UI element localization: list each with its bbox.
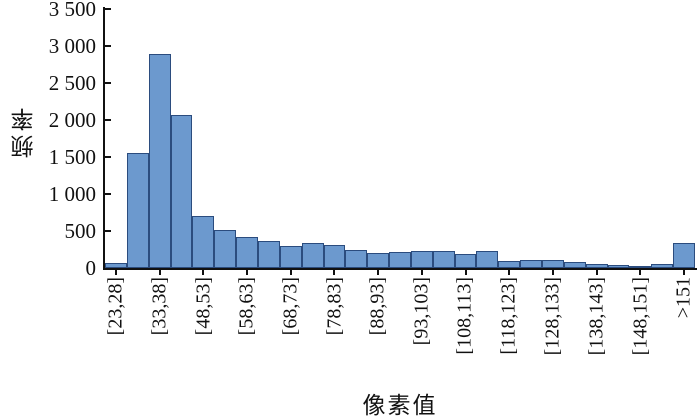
bar [170,114,193,269]
y-tick [105,155,111,158]
x-tick-label: [78,83] [322,277,345,336]
y-tick [105,192,111,195]
y-tick [105,81,111,84]
x-tick [420,269,423,275]
y-axis-line [103,7,105,270]
x-tick [289,269,292,275]
bar [585,264,608,269]
bar [345,250,368,269]
x-tick [595,269,598,275]
bar [629,265,652,269]
x-tick-label: [33,38] [148,277,171,336]
y-tick [105,229,111,232]
x-tick-label: [108,113] [454,277,477,355]
y-tick-label: 0 [85,255,97,280]
bar [279,246,302,269]
bar [563,261,586,269]
x-tick [114,269,117,275]
bar [454,253,477,269]
x-tick-label: >151 [672,277,695,319]
x-tick-label: [148,151] [628,277,651,356]
y-tick-label: 1 000 [48,181,96,206]
bar [367,253,390,269]
x-tick [246,269,249,275]
x-tick-label: [68,73] [279,277,302,336]
bar [257,241,280,269]
x-tick-label: [118,123] [497,277,520,355]
x-tick-label: [48,53] [191,277,214,336]
x-tick-label: [138,143] [585,277,608,356]
x-tick [333,269,336,275]
x-tick [377,269,380,275]
bar [410,251,433,269]
bar [126,152,149,269]
bar [236,236,258,269]
x-tick [202,269,205,275]
x-tick [464,269,467,275]
x-tick-label: [88,93] [366,277,389,336]
x-tick-label: [93,103] [410,277,433,346]
bar [476,250,499,269]
bar [498,260,521,269]
x-axis-title: 像素值 [362,393,438,418]
bar [673,243,695,269]
bar [542,260,564,269]
bar [389,252,411,269]
y-tick-label: 3 500 [48,0,96,21]
bar [192,216,215,269]
y-tick [105,118,111,121]
x-tick [683,269,686,275]
bar [432,250,455,269]
x-tick [158,269,161,275]
x-tick [551,269,554,275]
bar [520,259,543,269]
bar [105,262,127,269]
bar [148,53,171,269]
y-tick-label: 1 500 [48,144,96,169]
y-tick-label: 2 000 [48,107,96,132]
y-tick [105,44,111,47]
bar [323,245,346,269]
bar [651,263,674,269]
x-axis-line [103,267,697,270]
bar [607,265,630,269]
x-tick-label: [23,28] [104,277,127,336]
x-tick [639,269,642,275]
y-tick-label: 3 000 [48,33,96,58]
y-tick-label: 2 500 [48,70,96,95]
bar [214,230,237,269]
y-tick-label: 500 [64,218,97,243]
y-tick [105,8,111,10]
x-tick-label: [128,133] [541,277,564,356]
x-tick [508,269,511,275]
x-tick-label: [58,63] [235,277,258,336]
bar [301,243,324,269]
